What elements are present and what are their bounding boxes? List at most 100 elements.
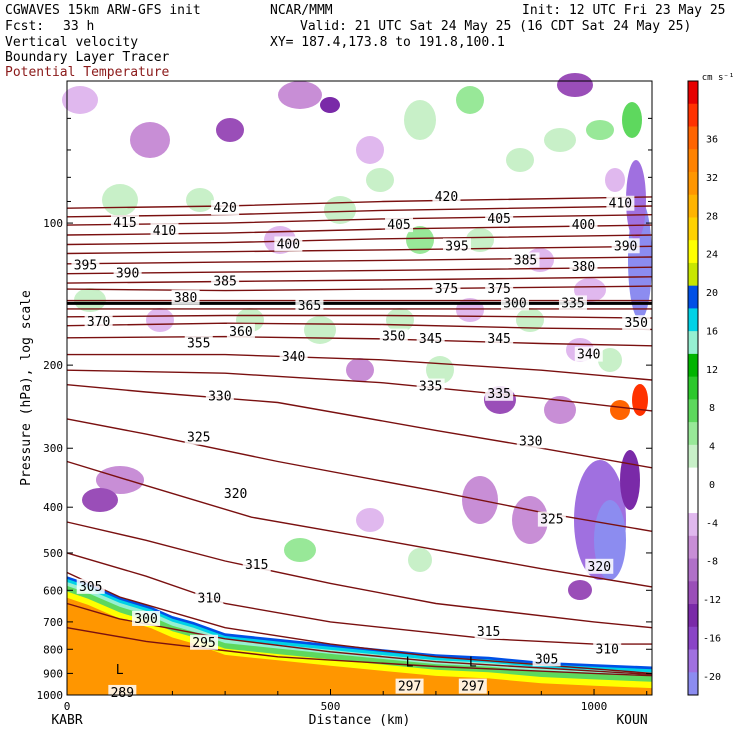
theta-contour-label: 350 <box>624 316 647 331</box>
vertical-velocity-region <box>130 122 170 158</box>
theta-contour-label: 300 <box>134 612 157 627</box>
y-tick-label: 900 <box>43 667 63 680</box>
colorbar-frame <box>687 80 699 696</box>
y-tick-label: 300 <box>43 442 63 455</box>
vertical-velocity-region <box>632 384 648 416</box>
contour-label-bg <box>532 651 561 667</box>
vertical-velocity-region <box>366 168 394 192</box>
theta-contour-label: 375 <box>487 282 510 297</box>
vertical-velocity-region <box>346 358 374 382</box>
colorbar-segment <box>688 604 698 628</box>
theta-contour-label: 305 <box>535 652 558 667</box>
contour-label-bg <box>537 511 566 527</box>
contour-label-bg <box>221 485 250 501</box>
colorbar-tick-label: -20 <box>703 672 721 683</box>
colorbar-segment <box>688 444 698 469</box>
theta-contour-350 <box>66 322 653 331</box>
colorbar-segment <box>688 649 698 673</box>
vertical-velocity-region <box>586 120 614 140</box>
vertical-velocity-region <box>516 308 544 332</box>
contour-label-bg <box>211 200 240 216</box>
theta-contour-label: 330 <box>208 389 231 404</box>
theta-contour-label: 340 <box>577 348 600 363</box>
colorbar-segment <box>688 422 698 446</box>
contour-label-bg <box>485 281 514 297</box>
theta-contour-410 <box>66 214 653 226</box>
vertical-velocity-region <box>356 508 384 532</box>
contour-label-bg <box>184 335 213 351</box>
contour-label-bg <box>485 210 514 226</box>
vertical-velocity-region <box>622 102 642 138</box>
theta-contour-label: 345 <box>487 332 510 347</box>
contour-label-bg <box>485 385 514 401</box>
theta-contour-340 <box>67 353 653 381</box>
theta-contour-label: 345 <box>419 332 442 347</box>
colorbar-tick-label: -16 <box>703 633 721 644</box>
y-tick-label: 700 <box>43 616 63 629</box>
contour-label-bg <box>485 330 514 346</box>
contour-label-bg <box>569 217 598 233</box>
right-endpoint-label: KOUN <box>616 713 647 728</box>
low-marker: L <box>116 663 124 678</box>
contour-label-bg <box>242 556 271 572</box>
contour-label-bg <box>205 388 234 404</box>
low-marker: L <box>406 656 414 671</box>
left-endpoint-label: KABR <box>51 713 82 728</box>
theta-contour-label: 335 <box>419 380 442 395</box>
vertical-velocity-region <box>216 118 244 142</box>
theta-contour-400 <box>66 234 653 246</box>
contour-label-bg <box>474 623 503 639</box>
theta-contour-305 <box>66 571 653 675</box>
theta-contour-295 <box>66 627 653 677</box>
colorbar-tick-label: 4 <box>709 442 715 453</box>
vertical-velocity-region <box>408 548 432 572</box>
colorbar-tick-label: -12 <box>703 595 721 606</box>
y-tick-label: 600 <box>43 584 63 597</box>
x-axis-label: Distance (km) <box>309 713 411 728</box>
contour-label-bg <box>416 378 445 394</box>
colorbar-tick-label: 24 <box>706 250 718 261</box>
colorbar-segment <box>688 672 698 696</box>
colorbar-segment <box>688 581 698 605</box>
theta-contour-label: 380 <box>572 260 595 275</box>
colorbar-segment <box>688 285 698 309</box>
colorbar-units: cm s⁻¹ <box>702 73 735 83</box>
theta-contour-label: 305 <box>79 580 102 595</box>
vertical-velocity-region <box>610 400 630 420</box>
colorbar-segment <box>688 262 698 287</box>
colorbar-tick-label: 12 <box>706 365 718 376</box>
theta-contour-395 <box>66 245 653 255</box>
colorbar-segment <box>688 376 698 400</box>
contour-label-bg <box>76 578 105 594</box>
theta-contour-label: 395 <box>445 239 468 254</box>
field-potential-temperature: Potential Temperature <box>5 65 170 80</box>
theta-contour-label: 297 <box>461 680 484 695</box>
colorbar-segment <box>688 81 698 105</box>
contour-label-bg <box>585 558 614 574</box>
plot-frame <box>66 80 653 696</box>
colorbar-tick-label: -4 <box>706 518 718 529</box>
theta-contour-label: 405 <box>387 218 410 233</box>
theta-contour-label: 335 <box>561 296 584 311</box>
contour-label-bg <box>226 323 255 339</box>
vertical-velocity-region <box>456 298 484 322</box>
y-tick-label: 500 <box>43 547 63 560</box>
contour-label-bg <box>184 429 213 445</box>
contour-label-bg <box>593 641 622 657</box>
colorbar-segment <box>688 308 698 332</box>
contour-label-bg <box>110 215 139 231</box>
vertical-velocity-region <box>598 348 622 372</box>
colorbar-segment <box>688 240 698 264</box>
theta-contour-405 <box>66 224 653 236</box>
theta-contour-355 <box>66 314 653 319</box>
theta-contour-label: 330 <box>519 434 542 449</box>
forecast-hour: 33 h <box>63 19 95 34</box>
theta-contour-label: 420 <box>435 190 458 205</box>
vertical-velocity-region <box>304 316 336 344</box>
theta-contour-label: 390 <box>614 239 637 254</box>
theta-contour-label: 400 <box>572 218 595 233</box>
vertical-velocity-region <box>466 228 494 252</box>
theta-contour-380 <box>66 276 653 284</box>
colorbar-segment <box>688 103 698 127</box>
